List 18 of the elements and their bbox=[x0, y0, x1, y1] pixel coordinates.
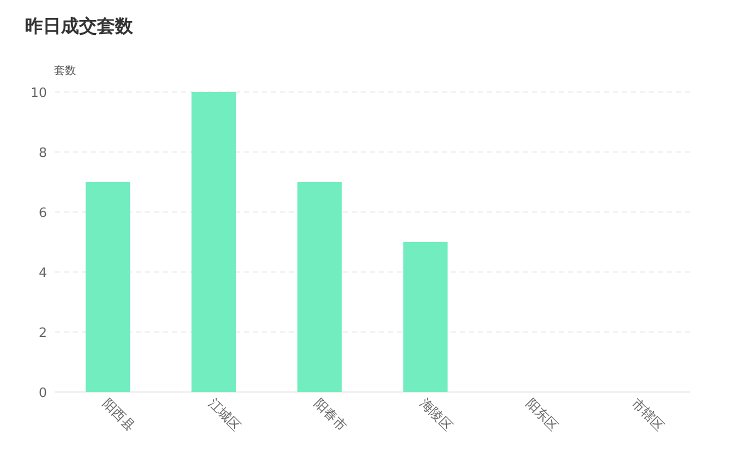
y-tick-label: 10 bbox=[30, 86, 47, 101]
bar bbox=[192, 92, 236, 392]
x-tick-label: 市辖区 bbox=[628, 396, 666, 434]
y-tick-label: 8 bbox=[38, 146, 47, 161]
y-tick-label: 0 bbox=[38, 386, 47, 401]
x-tick-label: 阳西县 bbox=[99, 396, 138, 434]
x-tick-label: 海陵区 bbox=[416, 396, 455, 434]
x-tick-label: 江城区 bbox=[204, 396, 244, 434]
y-tick-label: 4 bbox=[38, 266, 47, 281]
bar bbox=[86, 182, 130, 392]
y-tick-label: 2 bbox=[38, 326, 47, 341]
x-tick-label: 阳春市 bbox=[310, 396, 349, 434]
x-tick-label: 阳东区 bbox=[522, 396, 561, 434]
chart-title: 昨日成交套数 bbox=[25, 16, 134, 37]
y-tick-label: 6 bbox=[38, 206, 47, 221]
bar bbox=[297, 182, 342, 392]
y-axis-title: 套数 bbox=[54, 64, 76, 77]
bar bbox=[403, 242, 448, 392]
